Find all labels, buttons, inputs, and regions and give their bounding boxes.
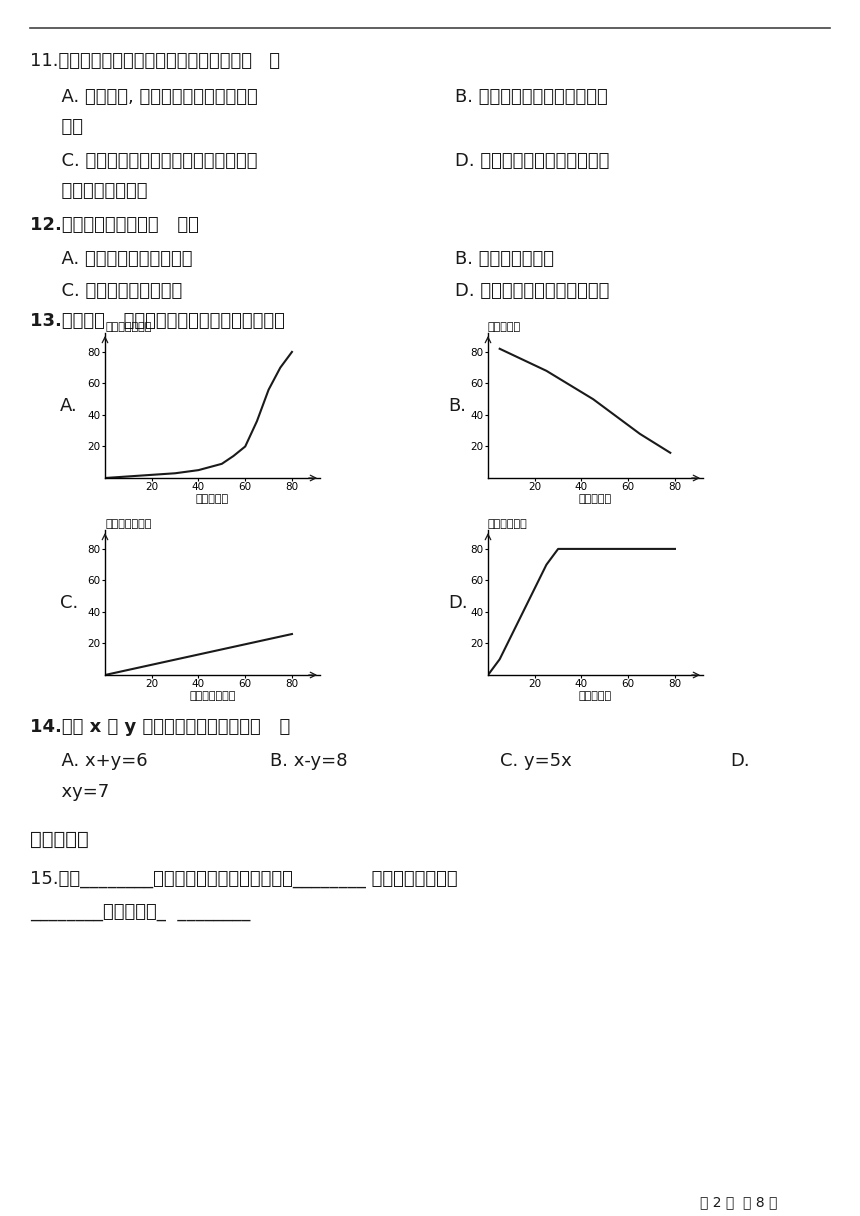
X-axis label: 时间（分）: 时间（分） <box>196 494 229 503</box>
Text: xy=7: xy=7 <box>50 783 109 801</box>
Text: 13.下面图（   ）表示的是成正比例关系的图像。: 13.下面图（ ）表示的是成正比例关系的图像。 <box>30 313 285 330</box>
Text: C. 修一条路已经修的米数和未修的米数: C. 修一条路已经修的米数和未修的米数 <box>50 152 257 170</box>
Text: 12.下面成正比例的是（   ）。: 12.下面成正比例的是（ ）。 <box>30 216 199 233</box>
Text: A. x+y=6: A. x+y=6 <box>50 751 148 770</box>
Text: B. 圆的周长和半径: B. 圆的周长和半径 <box>455 250 554 268</box>
Text: 和高: 和高 <box>50 118 83 136</box>
Text: 度和它影子的长度: 度和它影子的长度 <box>50 182 148 199</box>
Text: C. 正方形的面积和边长: C. 正方形的面积和边长 <box>50 282 182 300</box>
X-axis label: 剩下（个）: 剩下（个） <box>579 494 612 503</box>
Text: C. y=5x: C. y=5x <box>500 751 572 770</box>
Text: B. 圆锥的体积一定它的底面积: B. 圆锥的体积一定它的底面积 <box>455 88 608 106</box>
Text: A. 看一本书, 每天看的页数和看的天数: A. 看一本书, 每天看的页数和看的天数 <box>50 88 258 106</box>
Text: ________的两个数的_  ________: ________的两个数的_ ________ <box>30 903 250 921</box>
Text: B. x-y=8: B. x-y=8 <box>270 751 347 770</box>
Text: D.: D. <box>730 751 750 770</box>
Text: 14.表示 x 和 y 成正比例关系的式子是（   ）: 14.表示 x 和 y 成正比例关系的式子是（ ） <box>30 717 291 736</box>
Text: 15.两种________的量，一种量变化，另一种量________ ，如果这两种量中: 15.两种________的量，一种量变化，另一种量________ ，如果这两… <box>30 869 458 888</box>
Text: 第 2 页  共 8 页: 第 2 页 共 8 页 <box>700 1195 777 1209</box>
Text: D. 同一时间、地点每棵树的高: D. 同一时间、地点每棵树的高 <box>455 152 610 170</box>
Text: A.: A. <box>60 396 77 415</box>
Text: 四、填空。: 四、填空。 <box>30 831 89 849</box>
Text: D. 长一定，长方形的周长和宽: D. 长一定，长方形的周长和宽 <box>455 282 610 300</box>
Text: 11.下面几组相关联的量中，成正比例的是（   ）: 11.下面几组相关联的量中，成正比例的是（ ） <box>30 52 280 71</box>
Text: 工作总量（个）: 工作总量（个） <box>105 519 151 529</box>
Text: B.: B. <box>448 396 466 415</box>
Text: 售出（个）: 售出（个） <box>488 322 521 332</box>
Text: A. 路程一定，速度和时间: A. 路程一定，速度和时间 <box>50 250 193 268</box>
Text: D.: D. <box>448 593 468 612</box>
X-axis label: 时间（时）: 时间（时） <box>579 691 612 700</box>
Text: 路程（千米）: 路程（千米） <box>488 519 528 529</box>
Text: C.: C. <box>60 593 78 612</box>
Text: 温度（摄氏度）: 温度（摄氏度） <box>105 322 151 332</box>
X-axis label: 工作人数（个）: 工作人数（个） <box>189 691 236 700</box>
